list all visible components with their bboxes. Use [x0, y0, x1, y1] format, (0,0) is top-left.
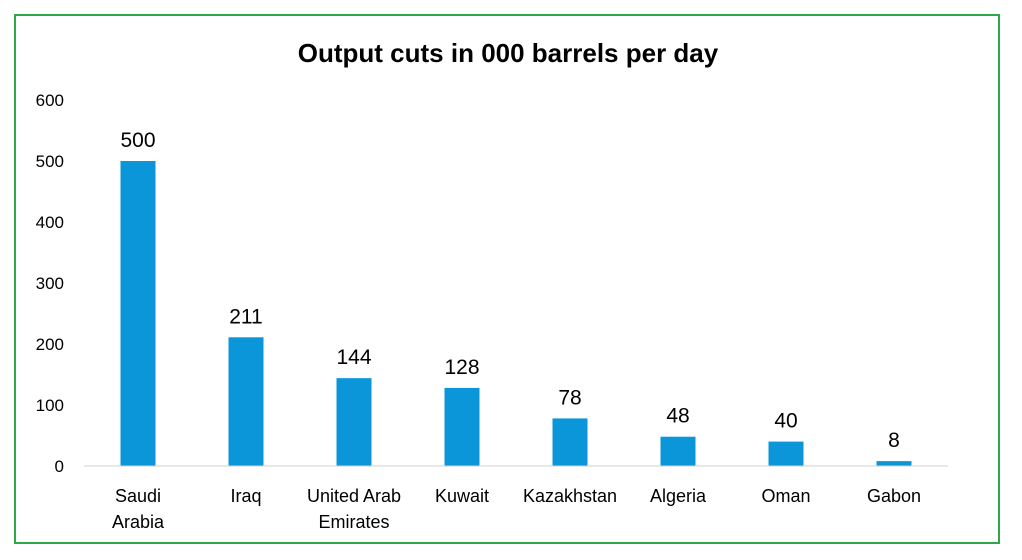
y-axis: 0 100 200 300 400 500 600	[36, 91, 64, 476]
bars	[120, 161, 912, 466]
bar	[876, 461, 912, 466]
x-tick-label: Iraq	[230, 486, 261, 506]
bar	[228, 337, 264, 466]
y-tick-label: 500	[36, 152, 64, 171]
bar	[120, 161, 156, 466]
y-tick-label: 0	[55, 457, 64, 476]
data-label: 8	[888, 429, 900, 452]
x-axis: Saudi Arabia Iraq United Arab Emirates Kuwait…	[84, 465, 948, 532]
bar	[552, 418, 588, 466]
x-tick-label: Saudi Arabia	[112, 486, 165, 532]
x-tick-label: Oman	[761, 486, 810, 506]
x-tick-label: Gabon	[867, 486, 921, 506]
chart-frame	[14, 14, 1000, 544]
data-label: 40	[774, 410, 797, 433]
x-tick-label: Kazakhstan	[523, 486, 617, 506]
bar	[336, 378, 372, 466]
data-label: 500	[120, 129, 155, 152]
x-tick-label: Algeria	[650, 486, 707, 506]
data-label: 128	[444, 356, 479, 379]
y-tick-label: 200	[36, 335, 64, 354]
bar	[660, 436, 696, 466]
data-label: 144	[336, 346, 371, 369]
bar	[768, 441, 804, 466]
chart-title: Output cuts in 000 barrels per day	[298, 38, 719, 68]
y-tick-label: 100	[36, 396, 64, 415]
y-tick-label: 300	[36, 274, 64, 293]
data-labels: 500 211 144 128 78 48 40 8	[120, 129, 899, 452]
y-tick-label: 400	[36, 213, 64, 232]
bar	[444, 387, 480, 466]
y-tick-label: 600	[36, 91, 64, 110]
x-tick-label: Kuwait	[435, 486, 489, 506]
data-label: 211	[229, 305, 262, 328]
x-tick-label: United Arab Emirates	[307, 486, 401, 532]
data-label: 78	[558, 386, 581, 409]
data-label: 48	[666, 405, 689, 428]
